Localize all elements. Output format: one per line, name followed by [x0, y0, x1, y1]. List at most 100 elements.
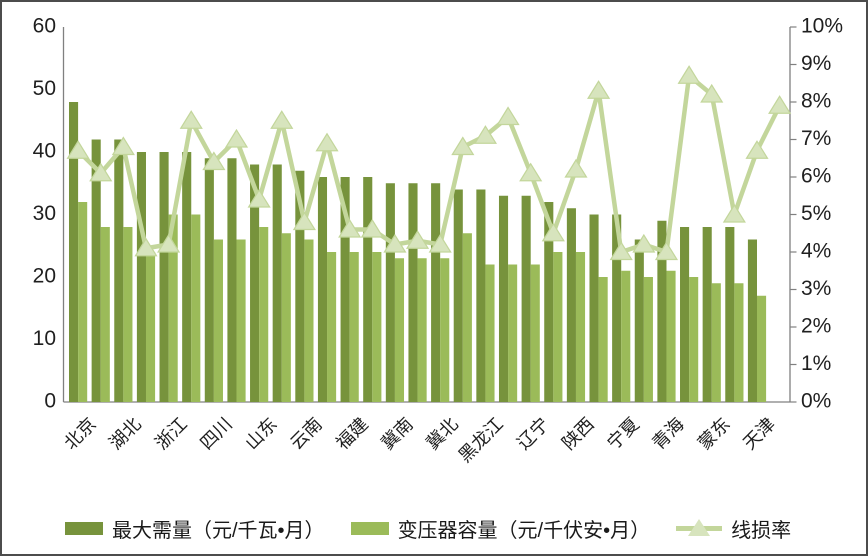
capacity-bar	[145, 252, 156, 402]
y-axis-label-right: 8%	[801, 90, 831, 113]
y-axis-label-right: 0%	[801, 390, 831, 413]
demand-bar	[340, 177, 350, 402]
legend-swatch-capacity	[350, 522, 389, 535]
demand-bar	[159, 152, 169, 402]
demand-bar	[91, 139, 101, 402]
capacity-bar	[689, 277, 699, 402]
capacity-bar	[666, 270, 676, 402]
demand-bar	[680, 227, 690, 402]
line-loss-marker	[564, 158, 588, 178]
demand-bar	[69, 102, 79, 402]
line-loss-marker	[519, 162, 543, 182]
legend-swatch-demand	[65, 522, 103, 535]
y-axis-label-right: 1%	[801, 352, 831, 375]
demand-bar	[227, 158, 237, 402]
line-loss-marker	[270, 110, 294, 129]
legend-label-lineloss: 线损率	[731, 520, 792, 542]
capacity-bar	[417, 258, 427, 402]
line-loss-marker	[700, 83, 724, 103]
line-loss-marker	[654, 241, 679, 261]
line-loss-marker	[157, 233, 181, 253]
line-loss-marker	[768, 95, 792, 114]
capacity-bar	[281, 233, 291, 402]
legend-label-capacity: 变压器容量（元/千伏安•月）	[397, 520, 651, 542]
line-loss-marker	[587, 80, 611, 99]
demand-bar	[272, 164, 282, 402]
y-axis-label-right: 3%	[801, 277, 831, 300]
line-loss-marker	[66, 140, 90, 159]
capacity-bar	[304, 239, 314, 402]
line-loss-marker	[202, 151, 226, 171]
demand-bar	[250, 164, 260, 402]
demand-bar	[317, 177, 328, 402]
legend-triangle-icon	[688, 519, 711, 536]
line-loss-marker	[473, 125, 498, 144]
demand-bar	[657, 220, 667, 402]
line-loss-marker	[541, 222, 565, 242]
demand-bar	[634, 239, 644, 402]
capacity-bar	[259, 227, 269, 402]
demand-bar	[747, 239, 757, 402]
demand-bar	[612, 214, 622, 402]
line-loss-marker	[111, 136, 135, 156]
capacity-bar	[575, 252, 586, 402]
demand-bar	[204, 158, 214, 402]
demand-bar	[544, 202, 554, 402]
capacity-bar	[78, 202, 88, 402]
capacity-bar	[123, 227, 133, 402]
line-loss-marker	[722, 203, 746, 223]
demand-bar	[498, 195, 509, 402]
capacity-bar	[734, 283, 744, 402]
y-axis-label-left: 50	[33, 77, 56, 100]
line-loss-marker	[89, 162, 113, 182]
demand-bar	[589, 214, 599, 402]
line-loss-marker	[134, 237, 158, 257]
demand-bar	[136, 152, 146, 402]
y-axis-label-left: 30	[33, 202, 56, 225]
legend-line-icon	[676, 519, 723, 536]
y-axis-label-right: 2%	[801, 315, 831, 338]
line-loss-marker	[247, 188, 271, 208]
line-loss-marker	[383, 233, 407, 253]
y-axis-label-left: 20	[33, 265, 56, 288]
demand-bar	[476, 189, 486, 402]
capacity-bar	[394, 258, 405, 402]
capacity-bar	[440, 258, 450, 402]
capacity-bar	[485, 264, 495, 402]
demand-bar	[114, 139, 124, 402]
capacity-bar	[100, 227, 110, 402]
legend: 最大需量（元/千瓦•月） 变压器容量（元/千伏安•月） 线损率	[65, 514, 791, 543]
capacity-bar	[553, 252, 563, 402]
y-axis-label-left: 60	[33, 15, 56, 38]
line-loss-marker	[179, 110, 203, 129]
demand-bar	[453, 189, 463, 402]
capacity-bar	[168, 214, 178, 402]
capacity-bar	[349, 252, 359, 402]
demand-bar	[295, 170, 305, 402]
y-axis-label-right: 9%	[801, 52, 831, 75]
capacity-bar	[757, 295, 767, 402]
y-axis-label-left: 40	[33, 140, 56, 163]
line-loss-marker	[745, 140, 769, 159]
line-loss-marker	[292, 211, 316, 231]
y-axis-label-left: 0	[44, 390, 56, 413]
line-loss-marker	[315, 132, 339, 152]
line-loss-marker	[224, 128, 249, 148]
capacity-bar	[621, 270, 631, 402]
y-axis-label-left: 10	[33, 327, 56, 350]
line-loss-marker	[360, 218, 384, 238]
y-axis-label-right: 4%	[801, 240, 831, 263]
capacity-bar	[711, 283, 721, 402]
capacity-bar	[462, 233, 472, 402]
legend-label-demand: 最大需量（元/千瓦•月）	[112, 520, 325, 542]
capacity-bar	[191, 214, 201, 402]
y-axis-label-right: 7%	[801, 127, 831, 150]
capacity-bar	[643, 277, 653, 402]
demand-bar	[566, 208, 576, 402]
capacity-bar	[508, 264, 518, 402]
capacity-bar	[530, 264, 540, 402]
demand-bar	[702, 227, 712, 402]
y-axis-label-right: 10%	[801, 15, 843, 38]
